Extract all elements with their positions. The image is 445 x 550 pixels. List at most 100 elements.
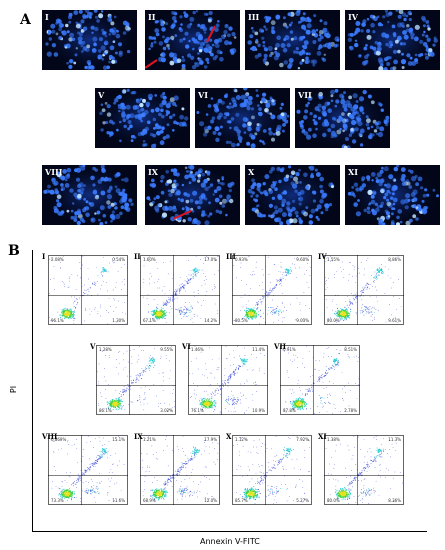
event-dot	[150, 360, 152, 362]
micrograph-canvas	[295, 88, 390, 148]
event-dot	[108, 357, 110, 358]
event-dot	[297, 357, 298, 358]
event-dot	[287, 269, 289, 271]
event-dot	[243, 360, 245, 362]
event-dot	[135, 379, 137, 381]
event-dot	[239, 355, 241, 357]
nucleus	[124, 25, 130, 31]
nucleus	[275, 15, 281, 20]
nucleus	[73, 192, 78, 197]
event-dot	[372, 320, 374, 321]
nucleus	[362, 112, 365, 115]
event-dot	[226, 399, 228, 401]
quadrant-q1-value: 1.60%	[143, 257, 156, 262]
event-dot	[360, 291, 362, 292]
nucleus	[302, 51, 306, 55]
event-dot	[280, 285, 282, 287]
nucleus	[387, 20, 390, 24]
event-dot	[164, 312, 166, 314]
nucleus	[159, 19, 164, 23]
nucleus	[204, 197, 208, 201]
event-dot	[193, 313, 195, 315]
nucleus	[181, 107, 185, 111]
nucleus	[343, 145, 348, 148]
nucleus	[299, 221, 303, 225]
nucleus	[66, 61, 69, 65]
nucleus	[254, 209, 260, 214]
event-dot	[214, 391, 216, 393]
event-dot	[243, 394, 244, 396]
event-dot	[244, 347, 245, 349]
event-dot	[257, 304, 258, 305]
event-dot	[68, 313, 70, 315]
event-dot	[205, 276, 206, 277]
event-dot	[230, 375, 232, 377]
nucleus	[282, 123, 286, 127]
nucleus	[177, 197, 181, 201]
event-dot	[233, 411, 235, 413]
event-dot	[307, 263, 308, 264]
nucleus	[264, 108, 268, 112]
nucleus	[382, 15, 386, 19]
event-dot	[118, 352, 120, 354]
nucleus	[152, 133, 157, 138]
event-dot	[251, 309, 253, 311]
event-dot	[164, 293, 166, 295]
event-dot	[102, 269, 104, 271]
event-dot	[154, 312, 156, 314]
event-dot	[270, 290, 272, 292]
event-dot	[112, 406, 114, 408]
nucleus	[269, 96, 273, 100]
nucleus	[244, 93, 249, 98]
event-dot	[225, 380, 226, 381]
nucleus	[217, 179, 220, 182]
nucleus	[290, 37, 294, 41]
nucleus	[100, 128, 104, 132]
nucleus	[412, 197, 418, 202]
event-dot	[253, 309, 254, 311]
event-dot	[283, 310, 284, 312]
event-dot	[247, 310, 248, 311]
event-dot	[202, 399, 203, 401]
nucleus	[312, 190, 316, 194]
event-dot	[338, 315, 339, 316]
nucleus	[348, 95, 352, 100]
event-dot	[117, 403, 119, 405]
event-dot	[360, 312, 362, 314]
nucleus	[255, 194, 259, 198]
nucleus	[287, 64, 292, 69]
event-dot	[130, 380, 132, 382]
event-dot	[349, 314, 350, 316]
event-dot	[168, 312, 170, 314]
event-dot	[297, 383, 299, 385]
event-dot	[233, 371, 235, 373]
event-dot	[343, 310, 345, 312]
event-dot	[152, 314, 154, 316]
nucleus	[70, 215, 75, 220]
event-dot	[124, 283, 126, 285]
event-dot	[109, 262, 110, 264]
event-dot	[184, 280, 186, 282]
nucleus	[425, 20, 430, 24]
event-dot	[294, 257, 295, 259]
event-dot	[337, 313, 339, 315]
event-dot	[117, 373, 119, 375]
event-dot	[123, 388, 125, 390]
nucleus	[284, 119, 289, 124]
nucleus	[162, 46, 167, 51]
event-dot	[337, 310, 339, 312]
nucleus	[97, 57, 101, 60]
nucleus	[315, 215, 319, 219]
event-dot	[377, 277, 379, 279]
event-dot	[63, 286, 65, 287]
event-dot	[110, 306, 111, 307]
event-dot	[244, 364, 246, 366]
nucleus	[395, 10, 399, 12]
event-dot	[228, 402, 230, 404]
nucleus	[58, 27, 63, 32]
event-dot	[247, 318, 249, 319]
event-dot	[226, 358, 228, 359]
event-dot	[73, 314, 75, 316]
event-dot	[284, 408, 286, 410]
event-dot	[117, 401, 119, 403]
